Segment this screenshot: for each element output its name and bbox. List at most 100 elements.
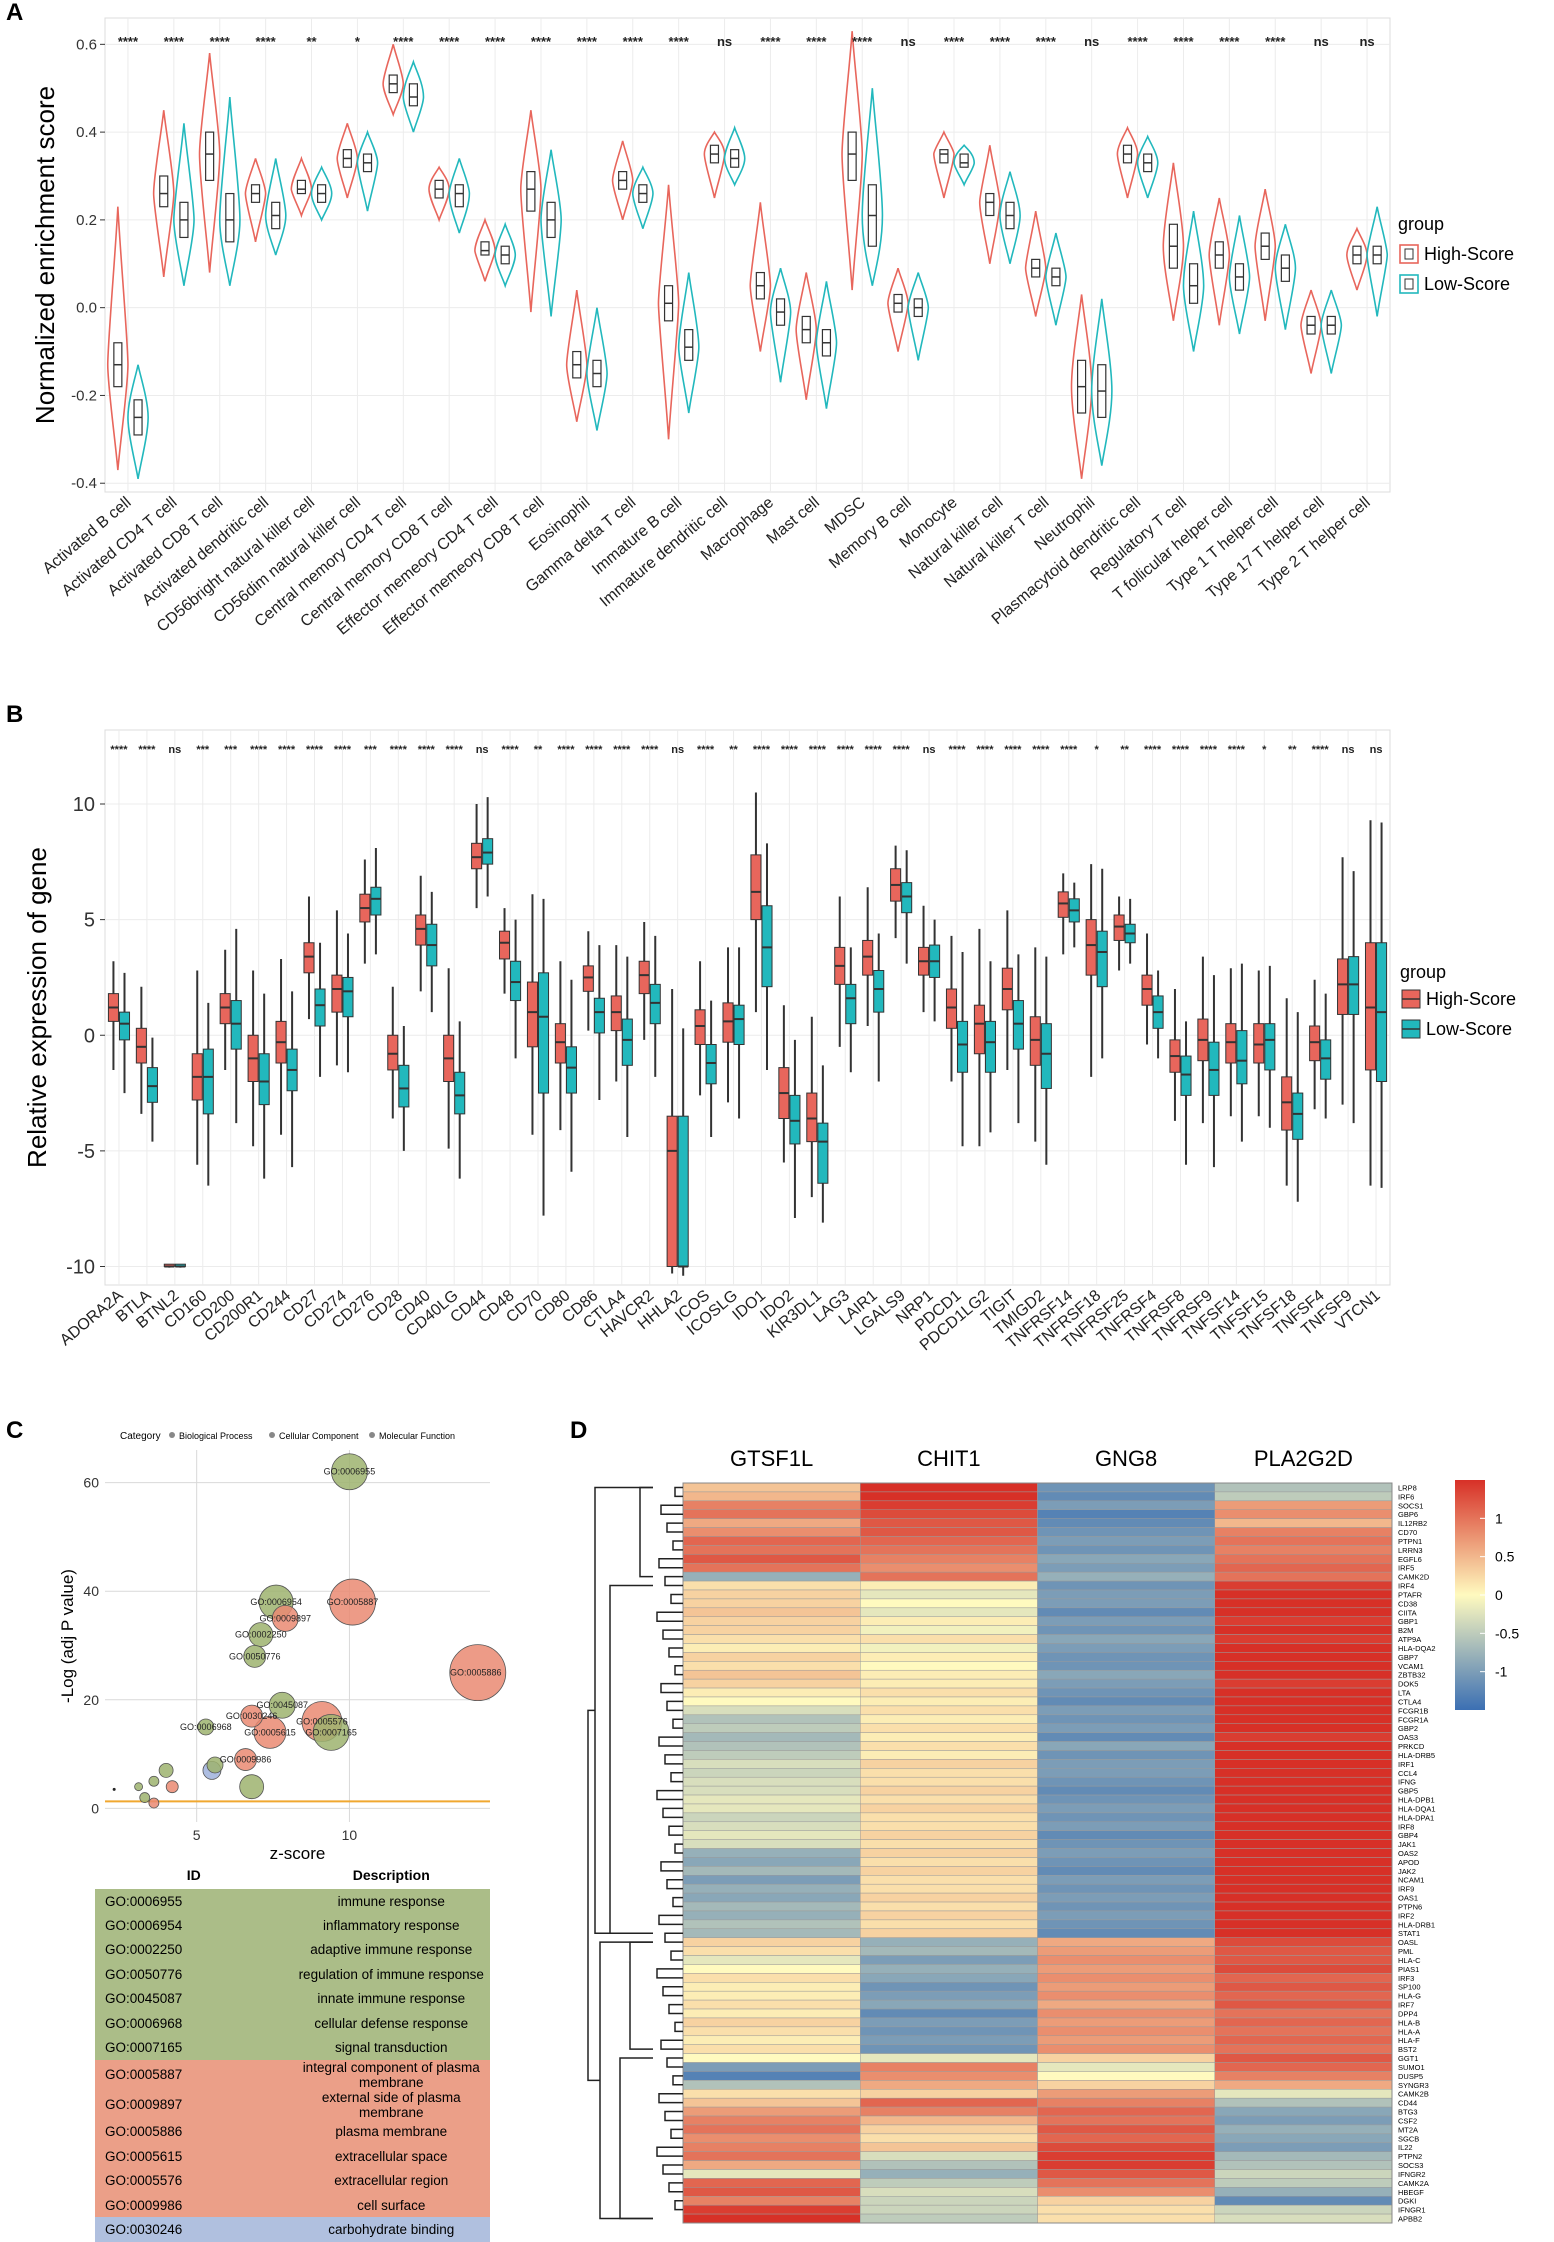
heatmap-cell bbox=[1214, 2044, 1393, 2054]
panel-a-sig-label: **** bbox=[531, 34, 552, 49]
heatmap-cell bbox=[682, 2106, 861, 2117]
dendrogram-branch bbox=[672, 2075, 683, 2086]
bubble-point bbox=[331, 1453, 368, 1491]
dendrogram-branch bbox=[662, 1629, 683, 1640]
panel-b-sig-label: **** bbox=[1060, 744, 1078, 756]
heatmap-cell bbox=[860, 2169, 1038, 2179]
heatmap-cell bbox=[1214, 1830, 1393, 1840]
heatmap-row-label: APOD bbox=[1398, 1858, 1420, 1867]
heatmap-cell bbox=[860, 1839, 1038, 1849]
heatmap-cell bbox=[682, 2053, 861, 2063]
heatmap-cell bbox=[682, 1830, 861, 1840]
panel-a-sig-label: * bbox=[355, 34, 361, 49]
heatmap-column-label: GNG8 bbox=[1095, 1446, 1157, 1471]
heatmap-cell bbox=[1037, 1634, 1215, 1644]
dendrogram-branch bbox=[658, 1558, 683, 1569]
heatmap-cell bbox=[1214, 1741, 1393, 1751]
heatmap-cell bbox=[1214, 1964, 1393, 1974]
heatmap-row-label: HLA-F bbox=[1398, 2036, 1420, 2045]
heatmap-cell bbox=[1214, 1776, 1393, 1787]
heatmap-cell bbox=[682, 2044, 861, 2054]
heatmap-cell bbox=[860, 1946, 1038, 1956]
dendrogram-branch bbox=[674, 1486, 683, 1498]
heatmap-cell bbox=[682, 1518, 861, 1528]
heatmap-cell bbox=[1037, 1928, 1215, 1938]
heatmap-row-label: CTLA4 bbox=[1398, 1697, 1421, 1706]
heatmap-row-label: IRF5 bbox=[1398, 1564, 1414, 1573]
bubble-label: GO:0030246 bbox=[226, 1711, 278, 1721]
violin-high bbox=[1346, 226, 1368, 291]
panel-b-sig-label: **** bbox=[390, 744, 408, 756]
bubble-label: GO:0009897 bbox=[260, 1613, 312, 1623]
panel-b-sig-label: *** bbox=[364, 744, 378, 756]
heatmap-cell bbox=[860, 2044, 1038, 2054]
violin-high bbox=[244, 158, 267, 242]
heatmap-cell bbox=[1214, 1509, 1393, 1519]
heatmap-cell bbox=[1037, 2133, 1215, 2144]
box-low bbox=[789, 1094, 801, 1145]
panel-a-sig-label: ns bbox=[1359, 34, 1374, 49]
heatmap-cell bbox=[1214, 2053, 1393, 2063]
bubble-point bbox=[234, 1748, 257, 1771]
panel-c-plot-area bbox=[105, 1450, 490, 1822]
bubble-label: GO:0005615 bbox=[244, 1727, 296, 1737]
heatmap-cell bbox=[860, 1723, 1038, 1733]
heatmap-cell bbox=[1214, 1883, 1393, 1894]
panel-b-plot-area bbox=[104, 729, 1391, 1286]
heatmap-cell bbox=[1214, 1589, 1393, 1600]
box-low bbox=[118, 1011, 131, 1041]
go-table-row: GO:0030246 carbohydrate binding bbox=[95, 2217, 490, 2242]
panel-a-sig-label: **** bbox=[990, 34, 1011, 49]
heatmap-row-label: CD70 bbox=[1398, 1528, 1417, 1537]
legend-label: Cellular Component bbox=[279, 1431, 359, 1441]
box-low bbox=[258, 1053, 270, 1106]
heatmap-row-label: LTA bbox=[1398, 1689, 1411, 1698]
box-low bbox=[202, 1048, 214, 1115]
panel-a-sig-label: **** bbox=[852, 34, 873, 49]
heatmap-cell bbox=[1037, 1687, 1215, 1698]
heatmap-cell bbox=[682, 1937, 861, 1947]
heatmap-row-label: OASL bbox=[1398, 1938, 1418, 1947]
heatmap-cell bbox=[682, 1536, 861, 1546]
heatmap-cell bbox=[1214, 1652, 1393, 1662]
heatmap-cell bbox=[682, 2151, 861, 2161]
box-high bbox=[610, 995, 622, 1032]
legend-swatch-high bbox=[1399, 244, 1419, 264]
heatmap-cell bbox=[860, 1500, 1038, 1510]
heatmap-cell bbox=[860, 2142, 1038, 2152]
violin-box bbox=[847, 131, 857, 181]
panel-b-sig-label: **** bbox=[501, 744, 519, 756]
panel-a-sig-label: **** bbox=[806, 34, 827, 49]
heatmap-cell bbox=[860, 1785, 1038, 1796]
heatmap-cell bbox=[682, 2115, 861, 2126]
heatmap-cell bbox=[1214, 1973, 1393, 1983]
legend-label: High-Score bbox=[1424, 244, 1514, 264]
heatmap-row-label: CIITA bbox=[1398, 1608, 1417, 1617]
heatmap-row-label: MT2A bbox=[1398, 2125, 1418, 2134]
heatmap-cell bbox=[860, 2017, 1038, 2028]
dendrogram-branch bbox=[609, 1584, 653, 1934]
heatmap-cell bbox=[1214, 2204, 1393, 2215]
box-low bbox=[342, 976, 354, 1018]
heatmap-cell bbox=[1214, 1955, 1393, 1965]
panel-b-sig-label: **** bbox=[418, 744, 436, 756]
heatmap-row-label: GGT1 bbox=[1398, 2054, 1418, 2063]
heatmap-row-label: GBP2 bbox=[1398, 1724, 1418, 1733]
heatmap-cell bbox=[1037, 2213, 1215, 2224]
heatmap-cell bbox=[860, 2213, 1038, 2224]
panel-c-xlabel: z-score bbox=[270, 1844, 326, 1863]
violin-low bbox=[999, 171, 1021, 264]
heatmap-cell bbox=[1214, 2178, 1393, 2188]
violin-low bbox=[127, 364, 149, 479]
heatmap-cell bbox=[682, 2124, 861, 2135]
panel-b-sig-label: **** bbox=[1172, 744, 1190, 756]
violin-low bbox=[310, 164, 333, 223]
heatmap-cell bbox=[1037, 1857, 1215, 1867]
heatmap-cell bbox=[682, 1928, 861, 1938]
violin-low bbox=[1182, 211, 1205, 352]
heatmap-cell bbox=[1037, 1750, 1215, 1760]
panel-b-sig-label: ns bbox=[168, 744, 181, 756]
violin-high bbox=[198, 53, 221, 273]
heatmap-cell bbox=[1214, 1554, 1393, 1564]
dendrogram-branch bbox=[658, 2092, 683, 2104]
